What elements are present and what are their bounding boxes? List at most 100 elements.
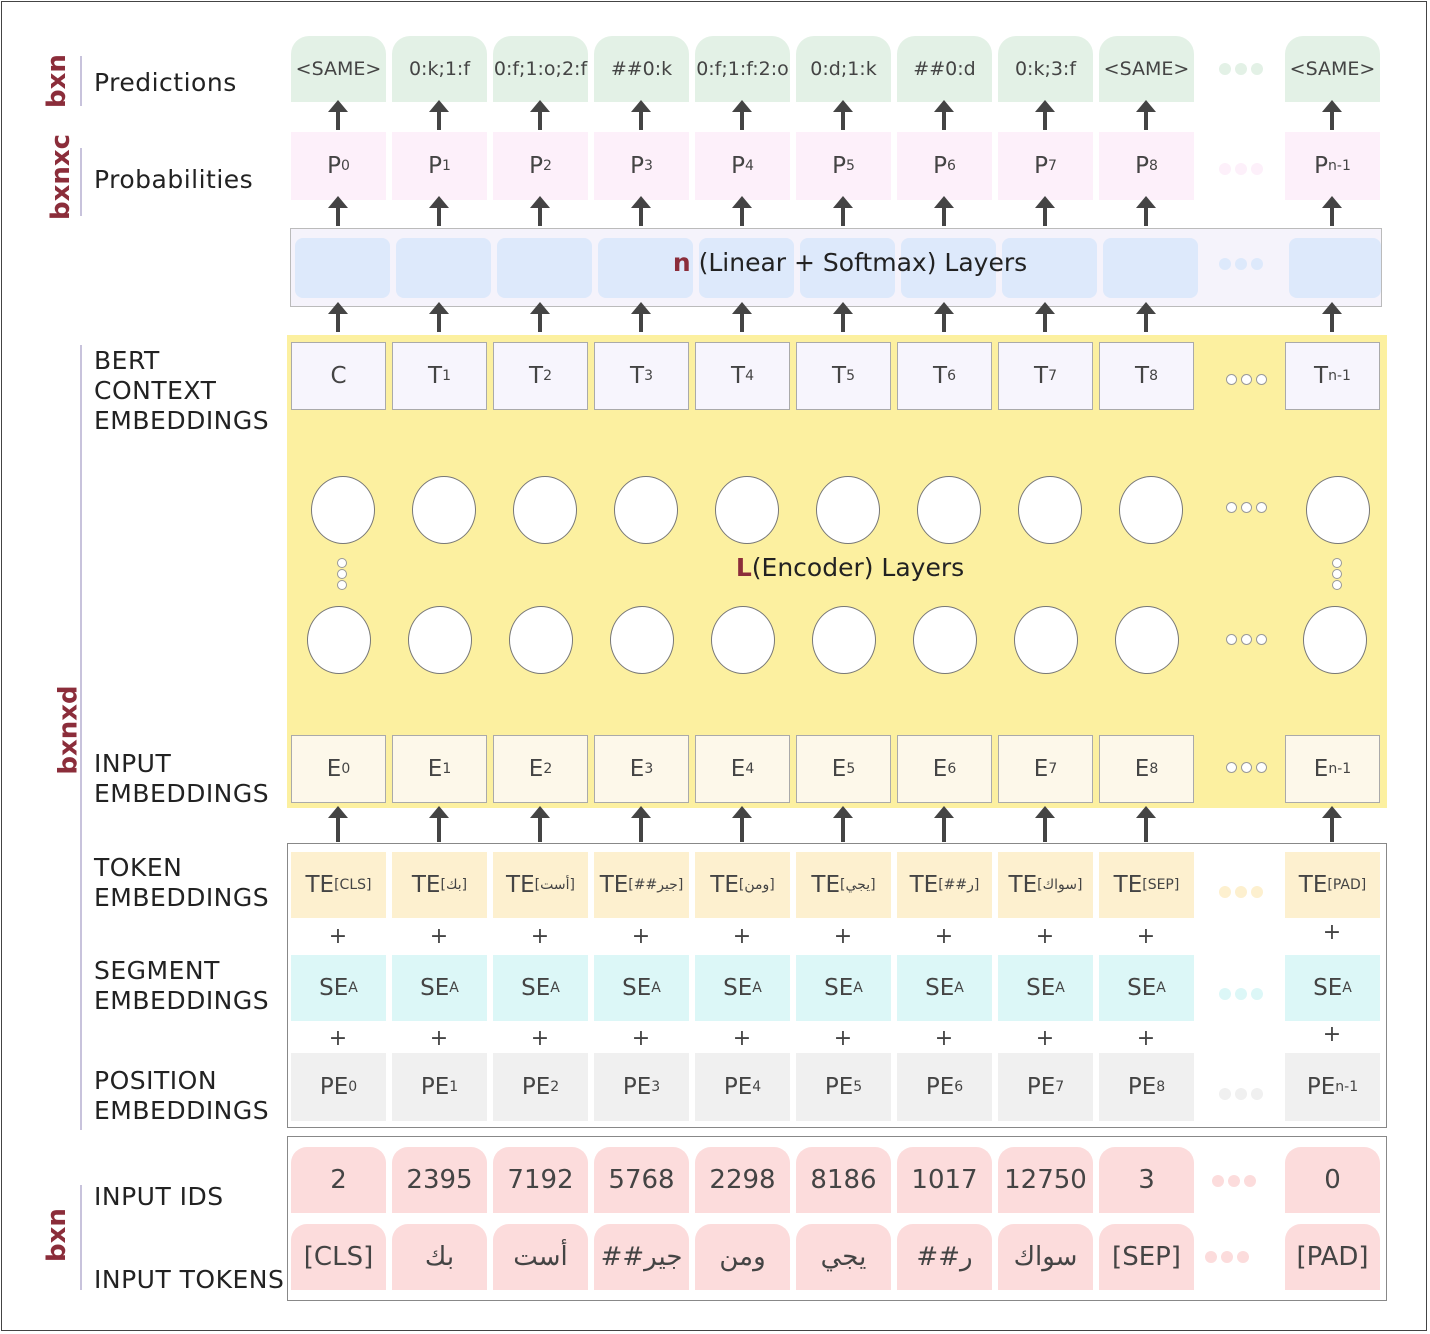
probability-cell-text: P <box>1314 153 1329 179</box>
encoder-node <box>412 476 476 544</box>
linear-layer-cell <box>1103 238 1198 298</box>
context-embedding-cell-subscript: 6 <box>947 368 956 384</box>
linear-layer-cell <box>1002 238 1097 298</box>
probability-cell-subscript: 6 <box>946 158 956 174</box>
input-id-cell: 12750 <box>998 1147 1093 1213</box>
up-arrow-icon <box>833 806 853 842</box>
position-embedding-cell-subscript: 4 <box>752 1079 762 1095</box>
up-arrow-icon <box>328 302 348 332</box>
label-input-tokens: INPUT TOKENS <box>94 1265 285 1294</box>
input-embedding-cell-subscript: 2 <box>543 761 553 777</box>
encoder-node <box>614 476 678 544</box>
token-embedding-cell-text: TE <box>811 872 841 898</box>
token-embedding-cell: TE [سواك] <box>998 852 1093 918</box>
encoder-node <box>1306 476 1370 544</box>
input-token-cell: أست <box>493 1224 588 1290</box>
input-id-cell-text: 2 <box>330 1165 347 1195</box>
prediction-cell: 0:d;1:k <box>796 36 891 102</box>
token-embedding-cell-text: TE <box>506 872 535 898</box>
label-line: INPUT <box>94 749 172 778</box>
segment-embedding-cell-subscript: A <box>853 980 863 996</box>
probability-cell-text: P <box>529 153 543 179</box>
segment-embedding-cell: SE A <box>291 955 386 1021</box>
label-line: POSITION <box>94 1066 218 1095</box>
token-embedding-cell-subscript: [CLS] <box>334 877 372 893</box>
prediction-cell-text: ##0:k <box>610 58 673 80</box>
plus-sign-text: + <box>934 1026 954 1051</box>
probability-cell-text: P <box>1034 153 1048 179</box>
plus-sign-text: + <box>530 1026 550 1051</box>
input-embedding-cell-text: E <box>326 756 342 782</box>
up-arrow-icon <box>833 196 853 226</box>
position-embedding-cell-subscript: 0 <box>348 1079 358 1095</box>
token-embedding-cell: TE [CLS] <box>291 852 386 918</box>
token-embedding-cell: TE [أست] <box>493 852 588 918</box>
label-bert: BERT CONTEXT EMBEDDINGS <box>94 346 269 436</box>
up-arrow-icon <box>1136 806 1156 842</box>
segment-embedding-cell-text: SE <box>925 975 955 1001</box>
plus-sign-text: + <box>1322 920 1342 945</box>
prediction-cell: 0:f;1:o;2:f <box>493 36 588 102</box>
position-embedding-cell-text: PE <box>824 1074 854 1100</box>
token-embedding-cell-subscript: [أست] <box>534 877 575 893</box>
input-token-cell: بك <box>392 1224 487 1290</box>
context-embedding-cell-text: T <box>1135 363 1150 389</box>
up-arrow-icon <box>1322 100 1342 130</box>
probability-cell-text: P <box>630 153 644 179</box>
up-arrow-icon <box>1035 806 1055 842</box>
up-arrow-icon <box>1035 196 1055 226</box>
token-embedding-cell: TE [يجي] <box>796 852 891 918</box>
ellipsis-icon <box>1219 886 1263 898</box>
input-id-cell-text: 12750 <box>1004 1165 1087 1195</box>
ellipsis-icon <box>1219 1088 1263 1100</box>
context-embedding-cell-subscript: 7 <box>1048 368 1057 384</box>
linear-layer-cell <box>1289 238 1381 298</box>
input-id-cell: 0 <box>1285 1147 1380 1213</box>
input-embedding-cell-text: E <box>831 756 847 782</box>
position-embedding-cell: PE 7 <box>998 1053 1093 1121</box>
up-arrow-icon <box>833 100 853 130</box>
ellipsis-icon <box>1226 374 1267 385</box>
encoder-node <box>711 606 775 674</box>
plus-sign: + <box>530 924 550 949</box>
segment-embedding-cell: SE A <box>493 955 588 1021</box>
probability-cell-text: P <box>731 153 745 179</box>
up-arrow-icon <box>1035 100 1055 130</box>
input-token-cell-text: أست <box>513 1242 568 1272</box>
position-embedding-cell-text: PE <box>622 1074 652 1100</box>
position-embedding-cell-text: PE <box>723 1074 753 1100</box>
context-embedding-cell-text: T <box>933 363 948 389</box>
linear-layer-cell <box>699 238 794 298</box>
position-embedding-cell: PE 4 <box>695 1053 790 1121</box>
vertical-ellipsis-dot <box>1332 569 1342 579</box>
segment-embedding-cell: SE A <box>594 955 689 1021</box>
encoder-node <box>1018 476 1082 544</box>
label-line: EMBEDDINGS <box>94 986 270 1015</box>
linear-layer-cell <box>497 238 592 298</box>
input-embedding-cell-text: E <box>730 756 746 782</box>
input-embedding-cell-text: E <box>932 756 948 782</box>
vertical-ellipsis-dot <box>337 558 347 568</box>
input-id-cell: 5768 <box>594 1147 689 1213</box>
token-embedding-cell: TE [ومن] <box>695 852 790 918</box>
context-embedding-cell: C <box>291 342 386 410</box>
encoder-node <box>816 476 880 544</box>
prediction-cell-text: 0:f;1:f:2:o <box>696 58 789 80</box>
input-token-cell-text: [PAD] <box>1296 1242 1369 1272</box>
encoder-node <box>610 606 674 674</box>
plus-sign: + <box>732 924 752 949</box>
token-embedding-cell: TE [بك] <box>392 852 487 918</box>
